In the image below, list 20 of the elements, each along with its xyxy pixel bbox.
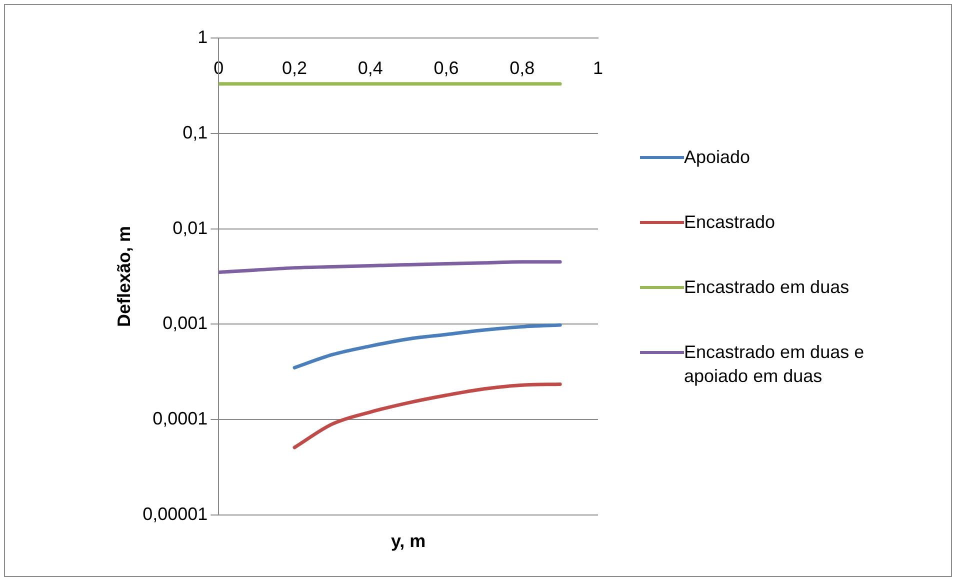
y-tick-label: 1 xyxy=(198,26,208,47)
y-axis-title: Deflexão, m xyxy=(114,226,134,328)
x-tick-label: 0,4 xyxy=(358,58,383,78)
line-series xyxy=(218,260,562,274)
x-tick-label: 0,6 xyxy=(434,58,459,78)
y-tick-label: 0,00001 xyxy=(142,504,208,524)
y-tick-label: 0,001 xyxy=(162,313,208,334)
y-tick-label: 0,1 xyxy=(182,122,208,142)
y-tick-label: 0,01 xyxy=(172,218,208,238)
legend-label: Encastrado em duas xyxy=(684,276,850,299)
x-tick-label: 1 xyxy=(592,58,604,78)
x-axis-title: y, m xyxy=(390,530,426,551)
legend-label: Encastrado xyxy=(684,211,776,234)
line-series xyxy=(292,382,562,450)
legend-label: Encastrado em duas e apoiado em duas xyxy=(684,341,866,388)
legend-label: Apoiado xyxy=(684,146,752,169)
x-tick-label: 0,2 xyxy=(282,58,308,78)
x-tick-label: 0,8 xyxy=(510,58,535,78)
line-series xyxy=(292,323,562,370)
y-tick-label: 0,0001 xyxy=(152,408,208,429)
